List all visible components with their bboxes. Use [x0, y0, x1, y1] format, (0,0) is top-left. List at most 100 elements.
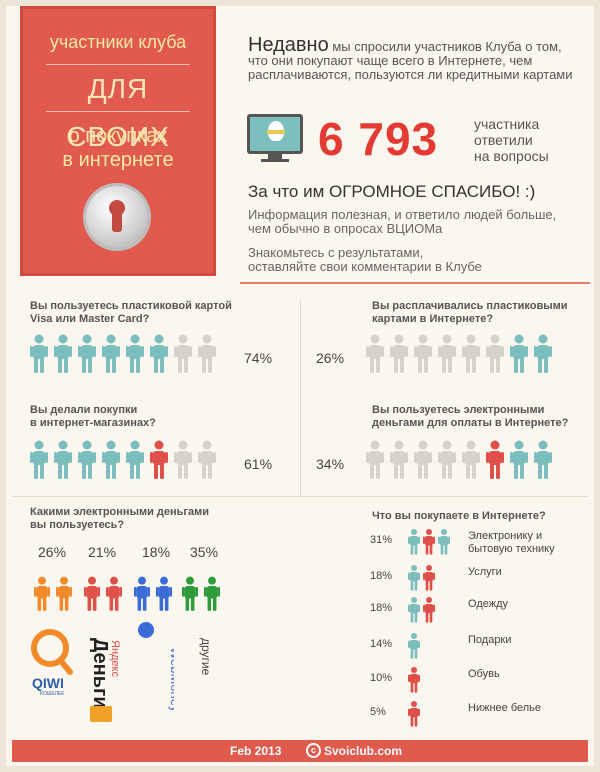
- buy-row-label: Электронику и бытовую технику: [468, 530, 555, 555]
- info-text-2b: оставляйте свои комментарии в Клубе: [248, 259, 482, 274]
- money-pct-webmoney: 18%: [142, 544, 171, 560]
- svg-text:QIWI: QIWI: [32, 675, 64, 691]
- respondent-label-line3: на вопросы: [474, 148, 549, 164]
- banner-subtitle-line1: о покупках: [68, 125, 168, 147]
- person-icon: [34, 576, 50, 611]
- copyright-icon: c: [306, 743, 321, 758]
- question-3: Вы делали покупки в интернет-магазинах?: [30, 404, 156, 430]
- person-icon: [408, 667, 420, 693]
- money-pct-other: 35%: [190, 544, 219, 560]
- buy-row-pct: 14%: [370, 638, 393, 650]
- info-text-2a: Знакомьтесь с результатами,: [248, 245, 424, 260]
- question-3-people: [30, 440, 216, 480]
- buy-row: 10% Обувь: [370, 666, 590, 696]
- svg-text:КОШЕЛЕК: КОШЕЛЕК: [40, 691, 64, 696]
- money-people-webmoney: [134, 572, 172, 616]
- svg-text:WebMoney: WebMoney: [168, 647, 174, 710]
- buy-row: 18% Одежду: [370, 596, 590, 626]
- person-icon: [366, 440, 384, 479]
- question-1: Вы пользуетесь пластиковой картой Visa и…: [30, 300, 232, 326]
- footer-date: Feb 2013: [230, 744, 282, 758]
- person-icon: [102, 334, 120, 373]
- person-icon: [486, 334, 504, 373]
- buy-row-label: Одежду: [468, 598, 509, 610]
- svg-text:другие: другие: [199, 638, 213, 676]
- buy-question: Что вы покупаете в Интернете?: [372, 510, 546, 522]
- person-icon: [486, 440, 504, 479]
- person-icon: [78, 440, 96, 479]
- yandex-money-logo: Яндекс Деньги: [82, 626, 122, 726]
- person-icon: [462, 334, 480, 373]
- person-icon: [106, 576, 122, 611]
- buy-row: 31% Электронику и бытовую технику: [370, 528, 590, 558]
- question-3-percent: 61%: [244, 456, 273, 472]
- buy-row-pct: 31%: [370, 534, 393, 546]
- person-icon: [198, 440, 216, 479]
- buy-row-icons: [408, 528, 450, 556]
- person-icon: [438, 529, 450, 555]
- person-icon: [366, 334, 384, 373]
- person-icon: [198, 334, 216, 373]
- person-icon: [534, 334, 552, 373]
- person-icon: [134, 576, 150, 611]
- section-divider: [240, 282, 590, 284]
- question-2-percent: 26%: [316, 350, 345, 366]
- buy-row-icons: [408, 632, 420, 660]
- qiwi-logo: QIWI КОШЕЛЕК: [30, 626, 78, 697]
- banner-subtitle-line2: в интернете: [62, 149, 174, 171]
- money-people-qiwi: [34, 572, 72, 616]
- buy-row-pct: 18%: [370, 602, 393, 614]
- buy-row-pct: 5%: [370, 706, 386, 718]
- money-people-other: [182, 572, 220, 616]
- buy-row-label: Обувь: [468, 668, 500, 680]
- buy-row-label: Нижнее белье: [468, 702, 542, 714]
- footer-site[interactable]: Svoiclub.com: [324, 744, 403, 758]
- buy-row-icons: [408, 596, 435, 624]
- question-3-line2: в интернет-магазинах?: [30, 417, 156, 429]
- person-icon: [423, 597, 435, 623]
- money-pct-yandex: 21%: [88, 544, 117, 560]
- money-question: Какими электронными деньгами вы пользует…: [30, 506, 209, 532]
- buy-row-label: Подарки: [468, 634, 512, 646]
- person-icon: [414, 440, 432, 479]
- question-4-line1: Вы пользуетесь электронными: [372, 404, 545, 416]
- person-icon: [390, 334, 408, 373]
- vertical-divider: [300, 300, 301, 496]
- person-icon: [204, 576, 220, 611]
- question-3-line1: Вы делали покупки: [30, 404, 138, 416]
- question-4-people: [366, 440, 552, 480]
- person-icon: [84, 576, 100, 611]
- info-text-2: Знакомьтесь с результатами, оставляйте с…: [248, 246, 588, 274]
- person-icon: [408, 633, 420, 659]
- question-1-line2: Visa или Master Card?: [30, 313, 150, 325]
- monitor-icon: [247, 114, 303, 162]
- respondent-label: участника ответили на вопросы: [474, 116, 549, 164]
- person-icon: [126, 440, 144, 479]
- person-icon: [78, 334, 96, 373]
- intro-lead: Недавно: [248, 34, 329, 56]
- webmoney-logo: WebMoney: [134, 620, 183, 713]
- svg-text:Яндекс: Яндекс: [109, 640, 121, 677]
- person-icon: [438, 334, 456, 373]
- buy-row-pct: 10%: [370, 672, 393, 684]
- banner-line1: участники клуба: [49, 32, 187, 52]
- person-icon: [414, 334, 432, 373]
- person-icon: [30, 334, 48, 373]
- svg-text:Деньги: Деньги: [89, 638, 111, 709]
- buy-row: 18% Услуги: [370, 564, 590, 594]
- money-pct-qiwi: 26%: [38, 544, 67, 560]
- intro-text: Недавно мы спросили участников Клуба о т…: [248, 35, 578, 82]
- person-icon: [390, 440, 408, 479]
- person-icon: [462, 440, 480, 479]
- other-label: другие: [192, 626, 220, 686]
- money-people-yandex: [84, 572, 122, 616]
- header-banner: участники клуба ДЛЯ СВОИХ о покупках в и…: [20, 6, 216, 276]
- person-icon: [534, 440, 552, 479]
- info-text-1b: чем обычно в опросах ВЦИОМа: [248, 221, 443, 236]
- footer-bar: Feb 2013 c Svoiclub.com: [12, 740, 588, 762]
- buy-row-label: Услуги: [468, 566, 502, 578]
- buy-row-icons: [408, 564, 435, 592]
- banner-subtitle: о покупках в интернете: [20, 124, 216, 172]
- banner-title: ДЛЯ СВОИХ: [46, 64, 190, 152]
- respondent-count: 6 793: [318, 113, 439, 165]
